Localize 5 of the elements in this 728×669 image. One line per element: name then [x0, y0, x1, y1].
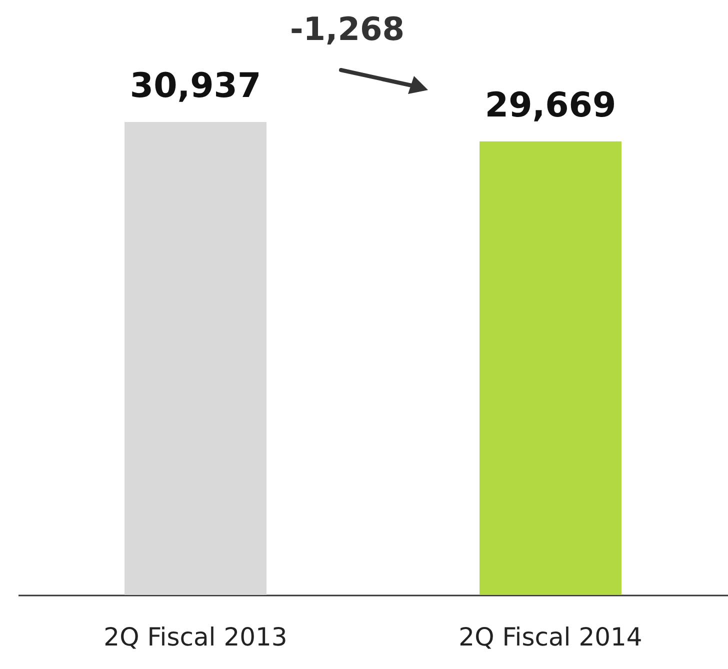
- data-label: 29,669: [484, 85, 616, 126]
- data-label: 30,937: [130, 66, 262, 106]
- text: -1,268: [290, 10, 404, 48]
- x-tick-label: 2Q Fiscal 2013: [104, 622, 288, 652]
- x-tick-label: 2Q Fiscal 2014: [458, 622, 642, 652]
